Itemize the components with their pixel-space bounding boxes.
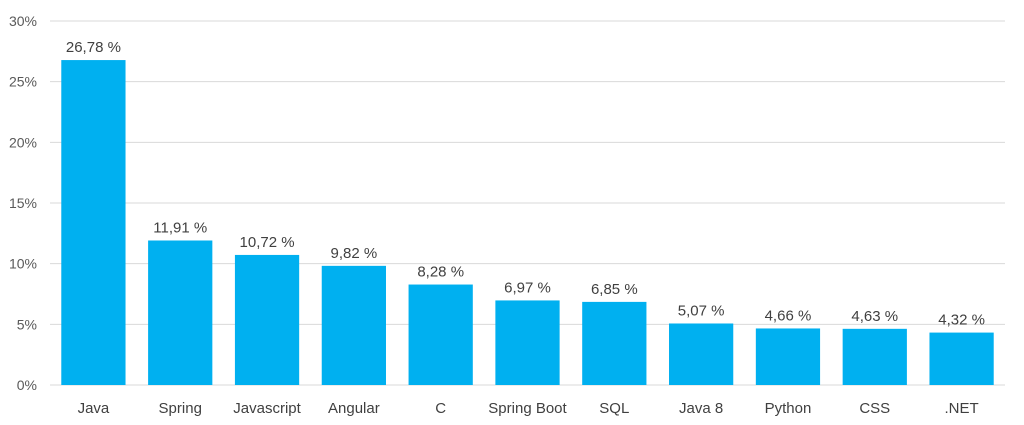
bar-java [61,60,126,385]
x-category-label: CSS [859,400,890,417]
y-tick-label: 0% [17,377,37,393]
bar-sql [582,301,647,385]
data-label: 6,97 % [504,279,551,296]
x-category-label: Angular [328,400,380,417]
x-category-label: Spring Boot [488,400,567,417]
x-category-label: Spring [159,400,202,417]
y-tick-label: 10% [9,256,37,272]
x-category-label: Java [78,400,110,417]
bar-net [929,332,994,385]
data-labels: 26,78 % 11,91 % 10,72 % 9,82 % 8,28 % 6,97 % 6… [66,39,985,329]
data-label: 4,32 % [938,312,985,329]
data-label: 6,85 % [591,281,638,298]
x-category-label: .NET [945,400,979,417]
bars [61,60,994,385]
x-category-label: Javascript [233,400,301,417]
data-label: 11,91 % [153,219,207,236]
bar-java-8 [669,323,734,385]
bar-angular [321,265,386,385]
x-category-label: Java 8 [679,400,723,417]
bar-css [842,328,907,385]
data-label: 4,63 % [851,308,898,325]
data-label: 8,28 % [417,264,464,281]
data-label: 5,07 % [678,302,725,319]
y-tick-label: 25% [9,74,37,90]
data-label: 4,66 % [765,307,812,324]
x-category-label: Python [765,400,812,417]
y-tick-label: 30% [9,13,37,29]
y-tick-label: 5% [17,316,37,332]
x-category-label: SQL [599,400,629,417]
y-tick-label: 15% [9,195,37,211]
data-label: 10,72 % [240,234,295,251]
x-axis-category-labels: Java Spring Javascript Angular C Spring Boot S… [78,400,979,417]
y-tick-label: 20% [9,134,37,150]
bar-spring [148,240,213,385]
bar-c [408,284,473,385]
data-label: 26,78 % [66,39,121,56]
data-label: 9,82 % [331,245,378,262]
bar-spring-boot [495,300,560,385]
bar-javascript [234,254,300,385]
x-category-label: C [435,400,446,417]
bar-python [755,328,821,385]
y-axis-tick-labels: 0% 5% 10% 15% 20% 25% 30% [9,13,37,393]
